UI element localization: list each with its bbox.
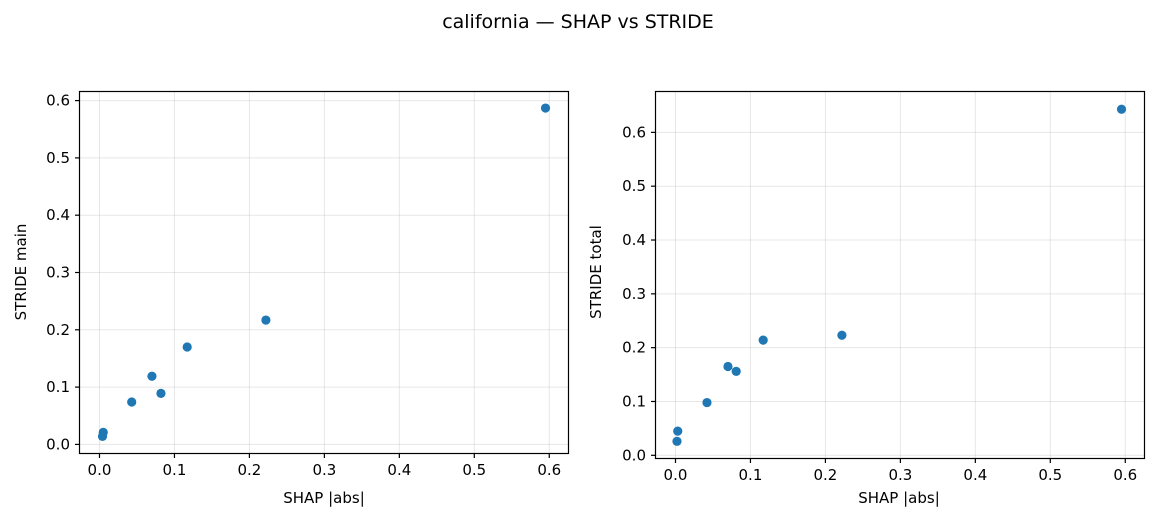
left-y-tick-label: 0.4 (46, 206, 70, 224)
right-scatter-point (732, 367, 741, 376)
right-x-tick-label: 0.6 (1113, 466, 1137, 484)
left-scatter-point (127, 397, 136, 406)
left-x-axis-label: SHAP |abs| (283, 489, 365, 507)
right-y-tick-label: 0.3 (622, 285, 646, 303)
left-y-tick-label: 0.6 (46, 92, 70, 110)
left-y-tick-label: 0.0 (46, 435, 70, 453)
left-scatter-point (183, 342, 192, 351)
right-y-tick-label: 0.4 (622, 231, 646, 249)
right-scatter-point (1117, 105, 1126, 114)
left-x-tick-label: 0.1 (163, 461, 187, 479)
left-y-tick-label: 0.2 (46, 321, 70, 339)
left-x-tick-label: 0.0 (88, 461, 112, 479)
left-x-tick-label: 0.3 (312, 461, 336, 479)
right-x-tick-label: 0.3 (888, 466, 912, 484)
left-scatter-point (147, 372, 156, 381)
left-y-tick-label: 0.3 (46, 264, 70, 282)
left-x-tick-label: 0.6 (537, 461, 561, 479)
left-x-tick-label: 0.5 (462, 461, 486, 479)
left-scatter-point (541, 103, 550, 112)
right-scatter-point (837, 331, 846, 340)
figure-title: california — SHAP vs STRIDE (442, 11, 714, 33)
right-scatter-panel: SHAP |abs| STRIDE total 0.0 0.1 0.2 0.3 0.4 0… (587, 92, 1145, 508)
right-x-axis-label: SHAP |abs| (858, 489, 940, 507)
right-scatter-point (759, 336, 768, 345)
right-scatter-point (672, 437, 681, 446)
left-y-tick-label: 0.5 (46, 149, 70, 167)
left-x-tick-label: 0.4 (387, 461, 411, 479)
left-scatter-point (156, 389, 165, 398)
right-x-tick-label: 0.2 (813, 466, 837, 484)
left-x-tick-label: 0.2 (237, 461, 261, 479)
left-y-tick-label: 0.1 (46, 378, 70, 396)
right-y-tick-label: 0.5 (622, 177, 646, 195)
left-y-axis-label: STRIDE main (12, 224, 30, 321)
left-scatter-point (98, 432, 107, 441)
right-y-axis-label: STRIDE total (587, 225, 605, 319)
left-scatter-panel: SHAP |abs| STRIDE main 0.0 0.1 0.2 0.3 0.4 0.… (12, 92, 569, 508)
right-y-tick-label: 0.2 (622, 339, 646, 357)
right-y-tick-label: 0.0 (622, 446, 646, 464)
right-y-tick-label: 0.1 (622, 392, 646, 410)
left-scatter-point (261, 315, 270, 324)
right-x-tick-label: 0.5 (1038, 466, 1062, 484)
right-y-tick-label: 0.6 (622, 123, 646, 141)
right-x-tick-label: 0.4 (963, 466, 987, 484)
right-scatter-point (673, 426, 682, 435)
right-scatter-point (723, 362, 732, 371)
right-scatter-point (702, 398, 711, 407)
right-x-tick-label: 0.1 (739, 466, 763, 484)
right-x-tick-label: 0.0 (664, 466, 688, 484)
